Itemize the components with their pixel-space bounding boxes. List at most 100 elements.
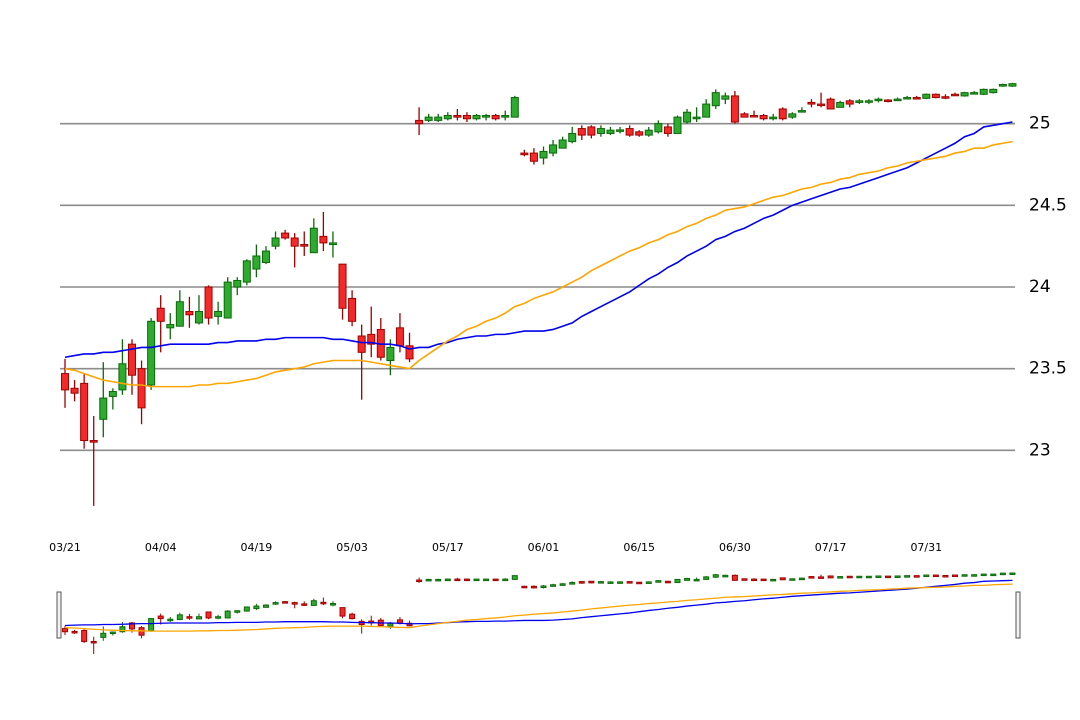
- y-tick-label: 23: [1029, 440, 1051, 460]
- candle-body: [625, 128, 634, 136]
- navigator-candle-body: [90, 640, 97, 644]
- x-tick-label: 06/01: [528, 541, 560, 554]
- navigator-candle-body: [253, 605, 260, 610]
- candle-body: [654, 123, 663, 133]
- navigator-candle-body: [722, 574, 729, 578]
- navigator-candle-body: [588, 580, 595, 584]
- candle-body: [864, 100, 873, 103]
- plot-area: [61, 82, 1017, 506]
- candle-body: [998, 83, 1007, 87]
- navigator-candle-body: [760, 578, 767, 582]
- candle-body: [175, 301, 184, 327]
- candle-body: [989, 88, 998, 94]
- navigator-candle-body: [684, 577, 691, 581]
- navigator-candle-body: [674, 578, 681, 584]
- candle-body: [759, 115, 768, 120]
- navigator-candle-body: [492, 578, 499, 582]
- navigator-candle-body: [128, 622, 135, 630]
- navigator-candle-body: [540, 585, 547, 588]
- candle-body: [223, 281, 232, 319]
- candle-body: [750, 115, 759, 118]
- navigator-candle-body: [425, 578, 432, 582]
- candle-body: [673, 116, 682, 134]
- candle-body: [644, 129, 653, 136]
- candle-body: [912, 97, 921, 100]
- candle-body: [395, 327, 404, 347]
- candle-body: [740, 113, 749, 118]
- candle-body: [424, 116, 433, 121]
- candle-body: [960, 92, 969, 97]
- candle-body: [462, 115, 471, 120]
- navigator-candle-body: [626, 581, 633, 584]
- candle-body: [252, 255, 261, 270]
- candle-body: [271, 237, 280, 247]
- navigator-candle-body: [846, 575, 853, 579]
- navigator-candle-body: [243, 606, 250, 612]
- candle-body: [587, 126, 596, 136]
- navigator-handle[interactable]: [1015, 591, 1021, 639]
- candle-body: [443, 115, 452, 120]
- navigator-candle-body: [483, 578, 490, 582]
- navigator-candle-body: [62, 628, 68, 633]
- candle-body: [721, 95, 730, 100]
- candle-body: [788, 113, 797, 118]
- navigator-candle-body: [942, 574, 949, 578]
- x-tick-label: 05/17: [432, 541, 464, 554]
- navigator-candle-body: [435, 578, 442, 582]
- candle-body: [491, 115, 500, 120]
- navigator-candle-body: [195, 616, 202, 620]
- candle-body: [529, 152, 538, 162]
- navigator-candle-body: [980, 573, 987, 577]
- navigator-candle-body: [971, 574, 978, 577]
- candle-body: [577, 128, 586, 136]
- candle-body: [903, 97, 912, 100]
- navigator-handle[interactable]: [56, 591, 62, 639]
- moving-average-line: [64, 121, 1013, 359]
- navigator-candle-body: [329, 603, 336, 606]
- candle-body: [730, 95, 739, 123]
- candle-body: [807, 101, 816, 105]
- grid: 23 23.5 24 24.5 25 03/21 04/04 04/19 05/03 05/17 0…: [49, 114, 1067, 554]
- navigator-candle-body: [320, 601, 327, 605]
- candle-body: [156, 307, 165, 322]
- candle-body: [367, 333, 376, 345]
- navigator-candle-body: [167, 618, 174, 622]
- navigator-line: [64, 583, 1013, 632]
- navigator-candle-body: [109, 631, 116, 635]
- candle-body: [1008, 83, 1017, 87]
- candle-body: [185, 311, 194, 316]
- navigator-candle-body: [837, 576, 844, 579]
- navigator-candle-body: [664, 580, 671, 584]
- navigator-candle-body: [712, 574, 719, 578]
- candle-body: [233, 279, 242, 288]
- candle-body: [434, 116, 443, 121]
- navigator-candle-body: [301, 603, 308, 606]
- navigator-candle-body: [865, 575, 872, 579]
- navigator-candle-body: [530, 585, 537, 589]
- navigator-candle-body: [770, 578, 777, 582]
- navigator-candle-body: [454, 578, 461, 582]
- navigator-candle-body: [894, 575, 901, 578]
- navigator-candle-body: [913, 575, 920, 578]
- navigator-candle-body: [291, 602, 298, 605]
- navigator-candle-body: [655, 580, 662, 583]
- candle-body: [501, 115, 510, 118]
- candle-body: [147, 320, 156, 386]
- navigator-line: [64, 579, 1013, 627]
- navigator-candle-body: [961, 574, 968, 577]
- candle-body: [884, 99, 893, 102]
- navigator-candle-body: [387, 623, 394, 627]
- navigator-candle-body: [923, 574, 930, 578]
- candle-body: [281, 232, 290, 239]
- candle-body: [817, 103, 826, 107]
- candle-body: [328, 242, 337, 246]
- candle-body: [616, 129, 625, 132]
- navigator-candle-body: [808, 576, 815, 579]
- navigator-candle-body: [607, 581, 614, 584]
- navigator-candle-body: [416, 579, 423, 583]
- candle-body: [769, 116, 778, 120]
- navigator-candle-body: [511, 575, 518, 580]
- candle-body: [319, 235, 328, 244]
- candle-body: [166, 324, 175, 329]
- candle-body: [482, 115, 491, 118]
